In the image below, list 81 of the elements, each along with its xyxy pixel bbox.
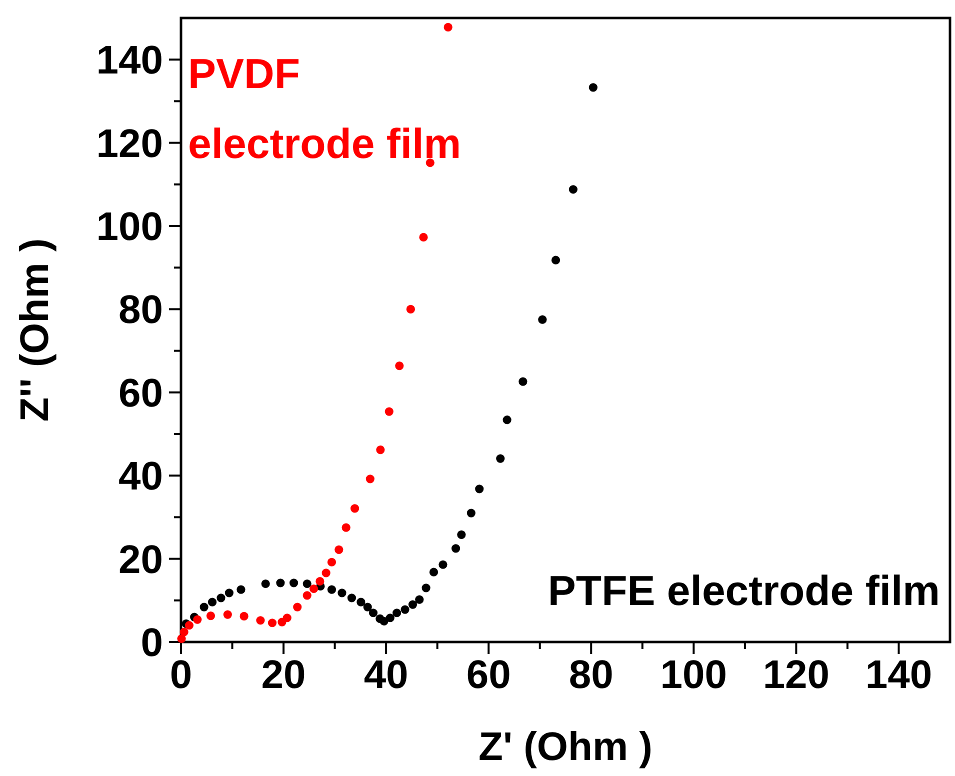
point [193,615,202,624]
point [384,407,394,416]
point [568,185,578,194]
point [518,377,528,386]
point [451,544,460,553]
point [338,588,346,598]
point [309,584,318,594]
point [268,618,277,628]
y-axis-title: Z'' (Ohm ) [13,238,57,422]
point [551,256,560,264]
x-tick-label: 100 [660,653,728,697]
point [429,568,438,576]
point [216,594,226,602]
point [200,602,208,612]
x-axis-title: Z' (Ohm ) [478,725,652,769]
point [376,446,385,454]
point [426,158,434,168]
x-tick-label: 60 [466,653,511,697]
point [438,560,448,569]
y-tick-label: 20 [118,538,163,582]
point [368,608,378,618]
y-tick-label: 120 [96,122,163,166]
point [415,595,424,604]
point [327,558,336,566]
y-tick-label: 60 [118,371,163,416]
point [223,610,232,619]
point [419,232,428,242]
point [224,588,234,598]
point [363,602,372,612]
point [466,508,476,518]
x-tick-label: 0 [170,653,192,697]
point [322,568,330,578]
point [366,474,374,484]
point [342,523,350,532]
point [177,634,186,643]
point [422,584,430,592]
point [206,611,216,620]
x-tick-label: 40 [364,653,408,697]
point [400,605,410,614]
point [316,576,324,586]
point [502,416,512,424]
x-tick-label: 140 [865,653,932,697]
y-tick-label: 80 [118,288,163,332]
point [444,22,452,32]
point [538,315,547,324]
point [289,578,298,588]
y-tick-label: 140 [96,38,163,83]
point [261,579,270,588]
point [236,585,246,594]
point [302,591,312,600]
point [395,361,404,370]
point [457,530,466,539]
point [392,608,402,618]
point [496,454,505,463]
point [588,83,598,92]
text: PTFE electrode film [548,567,940,614]
x-tick-label: 80 [568,653,614,697]
point [406,304,415,314]
x-tick-label: 120 [762,653,830,697]
point [334,545,344,554]
point [180,628,188,636]
x-tick-label: 20 [261,653,306,697]
y-tick-label: 40 [118,454,163,499]
point [356,598,366,606]
point [327,585,336,594]
point [347,594,356,602]
point [475,484,484,494]
point [350,504,360,513]
point [293,602,302,612]
point [282,614,292,622]
point [184,621,194,630]
point [256,616,265,625]
point [240,612,248,621]
series-label: PVDF electrode film [188,50,462,167]
point [276,578,285,588]
point [386,614,394,622]
point [408,600,418,609]
y-tick-label: 0 [140,621,163,665]
y-tick-label: 100 [96,205,163,249]
point [208,598,217,606]
point [302,579,312,588]
